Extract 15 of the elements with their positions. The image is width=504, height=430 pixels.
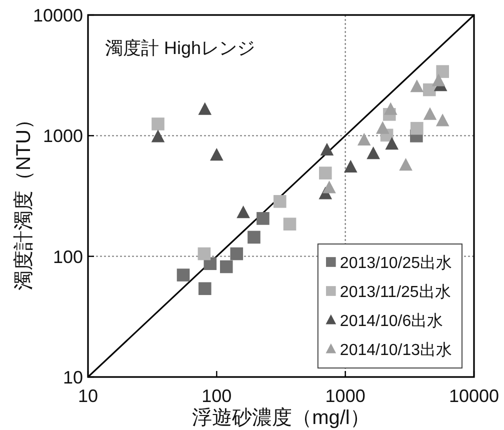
y-tick-label: 1000	[42, 126, 83, 146]
y-tick-label: 10000	[32, 6, 83, 26]
x-tick-label: 1000	[325, 386, 366, 406]
x-tick-label: 10	[78, 386, 98, 406]
text: 濁度計 Highレンジ	[105, 38, 256, 58]
y-tick-label: 100	[52, 246, 83, 267]
x-tick-label: 100	[202, 386, 232, 406]
y-axis-title: 濁度計濁度（NTU）	[13, 109, 35, 291]
legend-label: 2014/10/6出水	[340, 312, 444, 330]
legend-label: 2013/10/25出水	[340, 254, 452, 272]
x-tick-label: 10000	[448, 386, 500, 406]
y-tick-label: 10	[62, 368, 83, 388]
legend-label: 2014/10/13出水	[340, 341, 452, 359]
x-axis-title: 浮遊砂濃度（mg/l）	[192, 407, 370, 429]
legend-label: 2013/11/25出水	[340, 283, 451, 301]
